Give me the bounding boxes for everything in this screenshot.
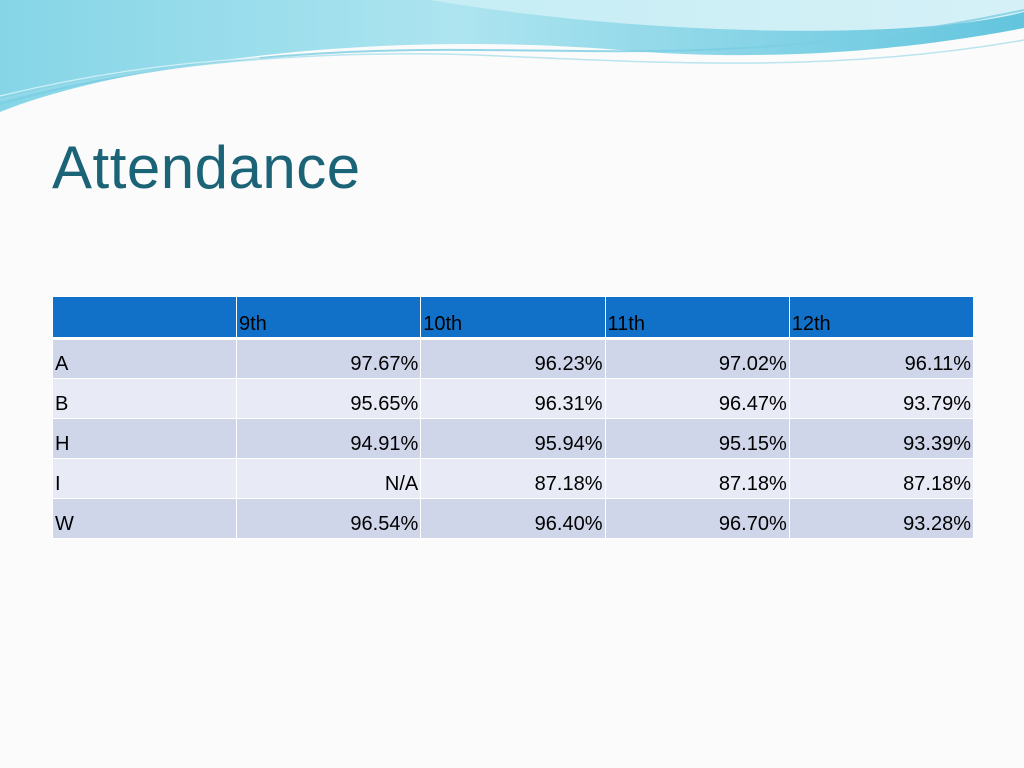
- corner-cell: [52, 296, 237, 340]
- row-label: H: [52, 418, 237, 459]
- table-cell: 97.67%: [235, 338, 422, 379]
- table-cell: 87.18%: [604, 458, 790, 499]
- table-cell: 94.91%: [235, 418, 422, 459]
- table-row: B 95.65% 96.31% 96.47% 93.79%: [52, 378, 975, 419]
- table-cell: 96.23%: [420, 338, 606, 379]
- table-cell: 87.18%: [420, 458, 606, 499]
- table-cell: 93.39%: [788, 418, 975, 459]
- table-row: I N/A 87.18% 87.18% 87.18%: [52, 458, 975, 499]
- row-label: B: [52, 378, 237, 419]
- column-header-10th: 10th: [420, 296, 606, 340]
- table-cell: 97.02%: [604, 338, 790, 379]
- table-row: A 97.67% 96.23% 97.02% 96.11%: [52, 338, 975, 379]
- column-header-12th: 12th: [788, 296, 975, 340]
- column-header-11th: 11th: [604, 296, 790, 340]
- table-cell: 96.70%: [604, 498, 790, 539]
- table-cell: 95.65%: [235, 378, 422, 419]
- table-row: H 94.91% 95.94% 95.15% 93.39%: [52, 418, 975, 459]
- table-cell: N/A: [235, 458, 422, 499]
- table-cell: 96.11%: [788, 338, 975, 379]
- table-cell: 96.31%: [420, 378, 606, 419]
- row-label: I: [52, 458, 237, 499]
- table-cell: 87.18%: [788, 458, 975, 499]
- column-header-9th: 9th: [235, 296, 422, 340]
- table-cell: 96.47%: [604, 378, 790, 419]
- table-cell: 95.15%: [604, 418, 790, 459]
- table-cell: 95.94%: [420, 418, 606, 459]
- wave-decoration: [0, 0, 1024, 112]
- row-label: A: [52, 338, 237, 379]
- table-row: W 96.54% 96.40% 96.70% 93.28%: [52, 498, 975, 539]
- table-cell: 93.28%: [788, 498, 975, 539]
- table-cell: 93.79%: [788, 378, 975, 419]
- row-label: W: [52, 498, 237, 539]
- table-cell: 96.54%: [235, 498, 422, 539]
- attendance-table: 9th 10th 11th 12th A 97.67% 96.23% 97.02…: [52, 296, 975, 539]
- table-cell: 96.40%: [420, 498, 606, 539]
- slide-title: Attendance: [52, 134, 361, 201]
- header-row: 9th 10th 11th 12th: [52, 296, 975, 340]
